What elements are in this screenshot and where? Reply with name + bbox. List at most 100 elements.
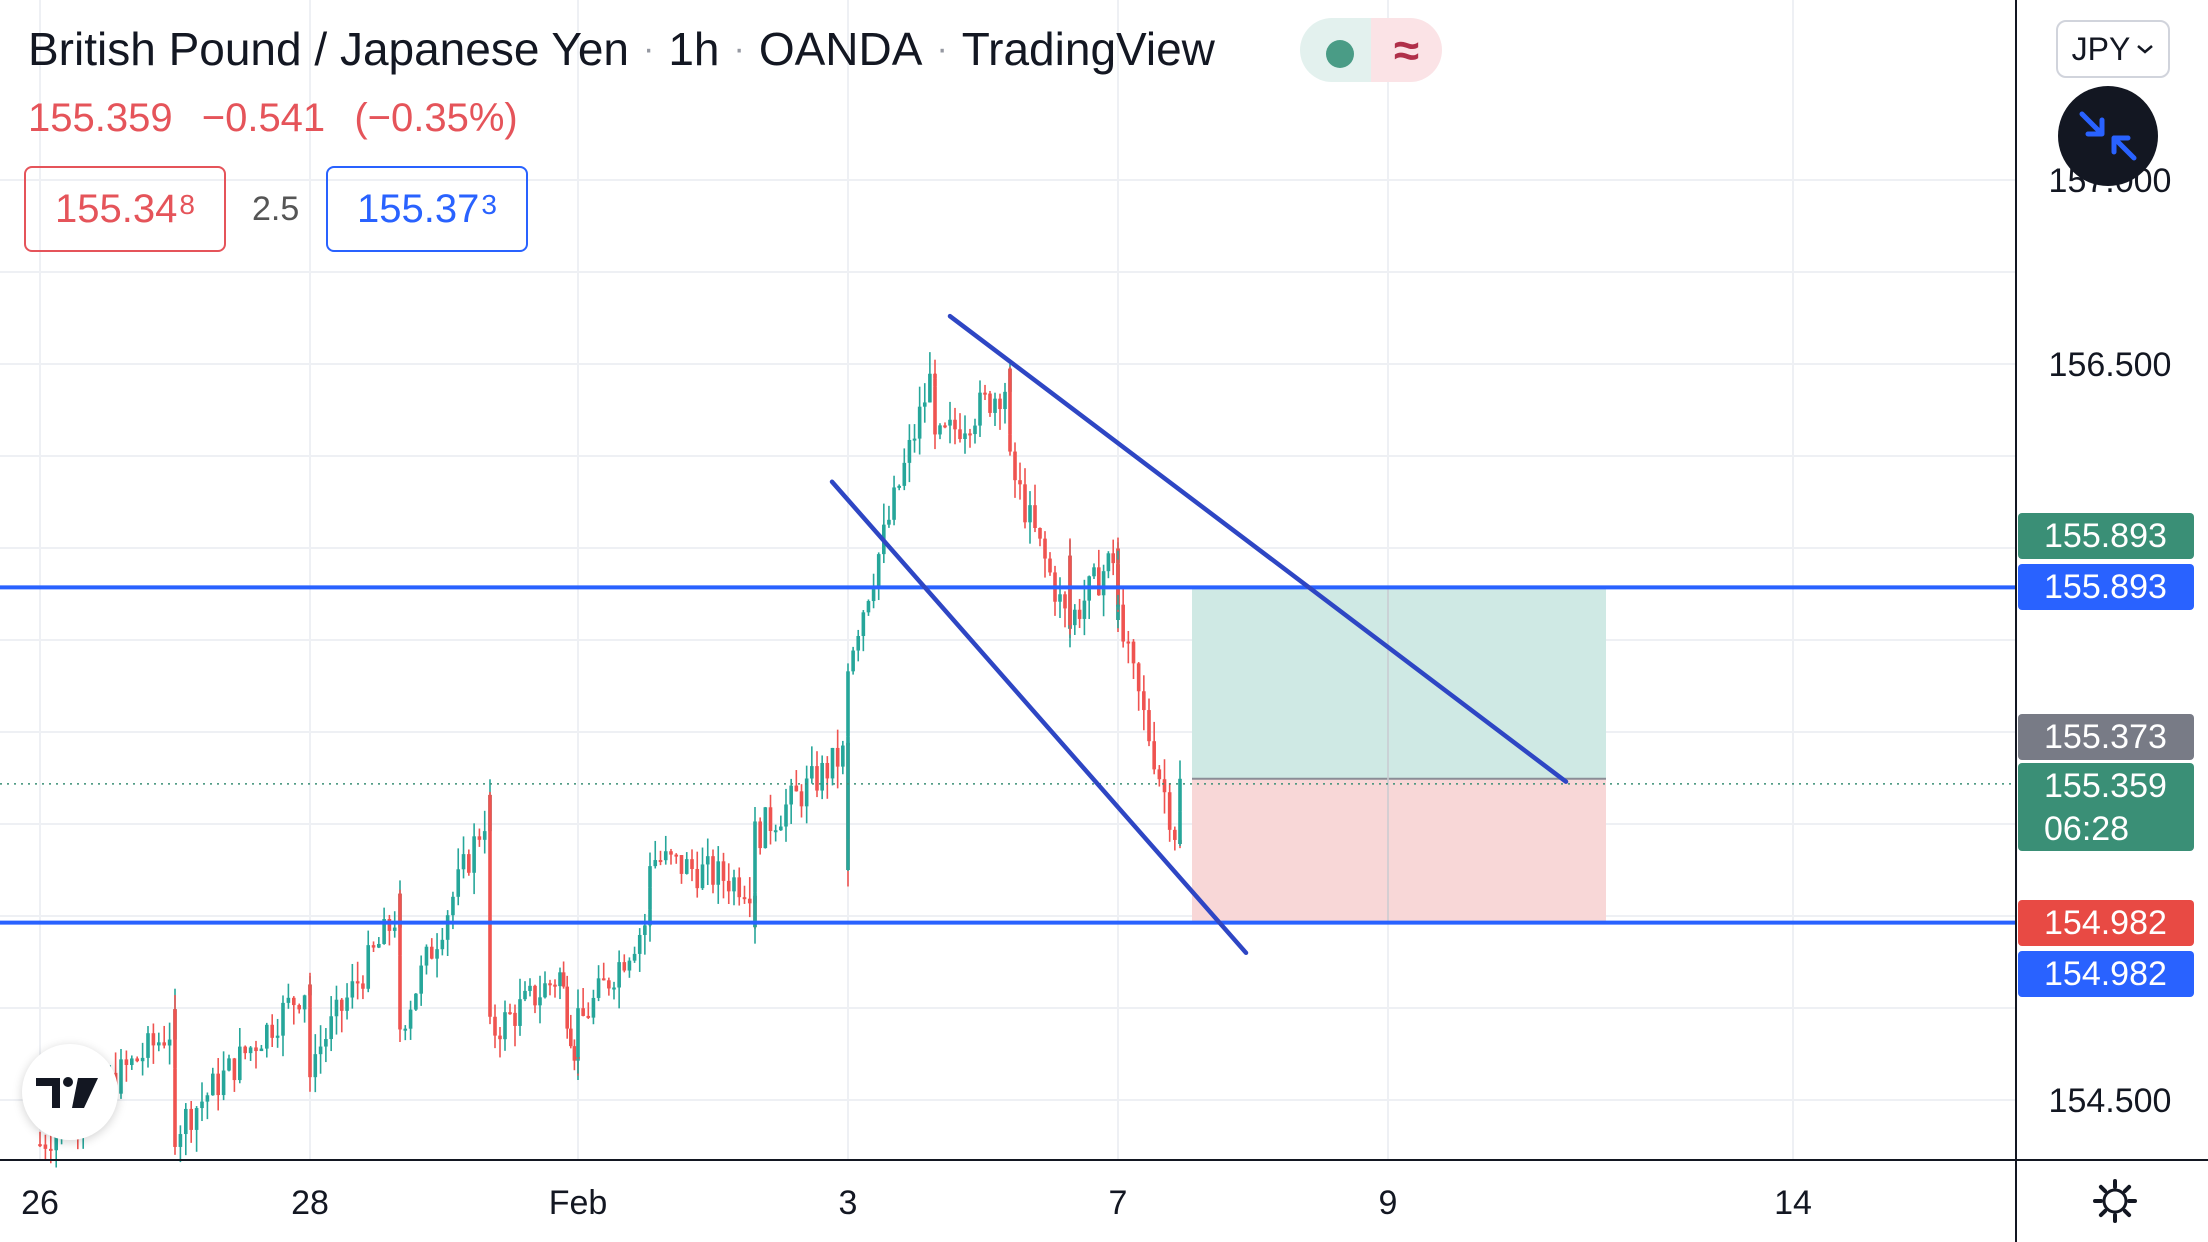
candle-body [988, 393, 992, 413]
candle-body [861, 612, 866, 637]
candle-body [377, 943, 381, 948]
candle-body [721, 861, 726, 881]
candle-body [1178, 778, 1182, 812]
candle-body [1106, 553, 1111, 572]
sell-price-pip: 8 [179, 189, 195, 220]
candle-body [456, 869, 461, 897]
candle-body [513, 1012, 517, 1026]
candle-body [408, 1009, 413, 1029]
candle-body [576, 1008, 580, 1058]
trend-line-lower [829, 479, 1249, 956]
candle-body [601, 978, 606, 981]
candle-body [789, 785, 793, 805]
y-tick-label: 156.500 [2049, 346, 2172, 384]
price-label-text: 155.893 [2044, 517, 2167, 555]
buy-price-pip: 3 [481, 189, 497, 220]
candle-body [998, 398, 1002, 410]
tradingview-logo[interactable] [22, 1044, 118, 1140]
candle-body [820, 762, 824, 791]
candle-body [933, 386, 937, 435]
price-label-text: 154.982 [2044, 955, 2167, 993]
candle-body [1048, 558, 1052, 573]
candle-body [569, 1028, 573, 1047]
chart-grid [0, 0, 2016, 1160]
candle-body [742, 897, 747, 900]
candle-body [1068, 599, 1072, 626]
candle-body [753, 821, 757, 893]
candle-body [561, 972, 566, 987]
candle-body [902, 462, 907, 486]
buy-button[interactable]: 155.37 3 [326, 166, 528, 252]
candle-body [1033, 505, 1037, 528]
candle-body [498, 1035, 502, 1040]
candle-body [1152, 741, 1156, 770]
sell-button[interactable]: 155.34 8 [24, 166, 226, 252]
candle-body [1167, 792, 1172, 830]
candle-body [173, 1009, 177, 1069]
candle-body [135, 1058, 139, 1062]
candle-body [1003, 391, 1007, 410]
candle-body [173, 1068, 177, 1147]
candle-body [643, 925, 647, 935]
candle-body [528, 985, 532, 991]
candle-body [286, 997, 291, 1003]
candle-body [1013, 451, 1017, 481]
candle-body [993, 398, 997, 413]
candle-body [705, 856, 710, 865]
separator-dot: · [643, 29, 655, 68]
candle-body [1116, 564, 1120, 606]
separator-dot: · [936, 29, 948, 68]
candle-body [612, 987, 616, 990]
candle-body [482, 831, 487, 840]
candle-body [684, 859, 689, 874]
horizontal-lines [0, 585, 2016, 925]
candle-body [518, 999, 522, 1026]
candle-body [907, 439, 912, 463]
candle-body [637, 934, 642, 954]
candle-body [1068, 555, 1072, 600]
candle-body [548, 983, 552, 986]
candle-body [841, 745, 845, 767]
price-labels: 155.893 155.893 155.373 155.359 06:28 154.982… [2018, 513, 2194, 997]
currency-select[interactable]: JPY [2056, 20, 2170, 78]
candle-body [339, 999, 344, 1011]
candle-body [716, 861, 721, 885]
candle-body [275, 1035, 280, 1038]
candle-body [917, 406, 922, 439]
candle-body [184, 1108, 188, 1135]
collapse-button[interactable] [2058, 86, 2158, 186]
candle-body [227, 1058, 231, 1071]
candle-body [1038, 527, 1042, 539]
candle-body [392, 927, 397, 931]
price-label-box [2018, 564, 2194, 610]
candle-body [794, 785, 799, 792]
candle-body [189, 1108, 193, 1130]
candle-body [700, 864, 705, 889]
candle-body [711, 856, 715, 885]
bar-countdown: 06:28 [2044, 810, 2129, 848]
collapse-arrows-icon [2079, 111, 2137, 161]
candle-body [658, 860, 663, 863]
candle-body [876, 554, 881, 587]
settings-gear-icon[interactable] [2092, 1178, 2138, 1224]
candle-body [1028, 505, 1032, 523]
candle-body [1043, 538, 1047, 559]
candle-body [297, 1005, 301, 1010]
market-status[interactable]: ≈ [1300, 18, 1442, 82]
tradingview-logo-icon [36, 1077, 98, 1108]
candle-body [1121, 604, 1125, 642]
candle-body [815, 766, 819, 791]
candle-body [648, 887, 652, 910]
candle-body [533, 985, 537, 1006]
candle-body [419, 965, 423, 994]
candle-body [690, 859, 694, 870]
candle-body [440, 939, 445, 950]
price-label-text: 155.359 [2044, 767, 2167, 805]
candle-body [146, 1033, 150, 1058]
candle-body [543, 983, 547, 998]
symbol-header[interactable]: British Pound / Japanese Yen · 1h · OAND… [28, 22, 1215, 76]
candle-body [371, 945, 376, 948]
candle-body [747, 898, 752, 904]
candle-body [653, 860, 658, 867]
